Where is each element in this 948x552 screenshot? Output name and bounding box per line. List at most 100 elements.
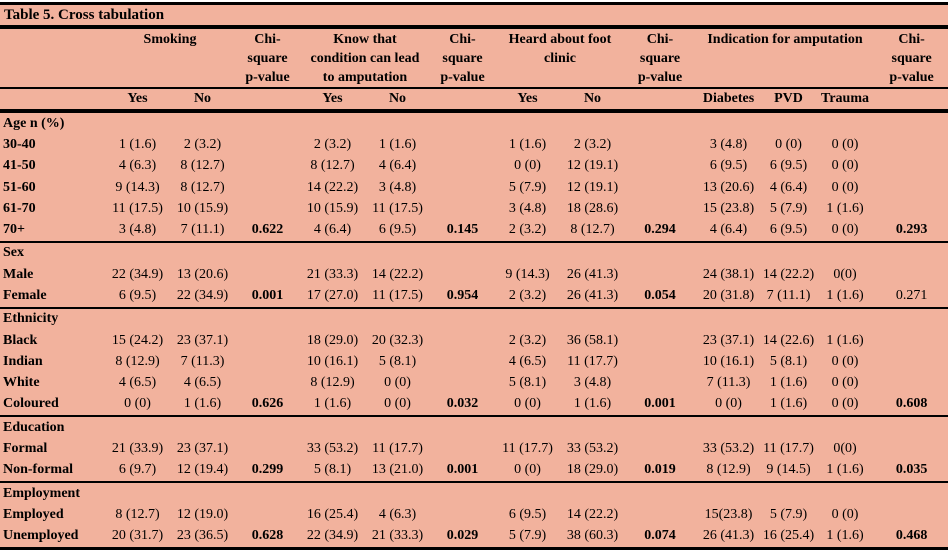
count-cell: 11 (17.7) bbox=[763, 440, 814, 456]
count-cell: 4 (6.4) bbox=[300, 219, 365, 243]
row-label: Coloured bbox=[0, 393, 105, 418]
count-cell: 0 (0) bbox=[495, 459, 560, 483]
count-cell: 5 (7.9) bbox=[495, 525, 560, 550]
section-label: Employment bbox=[3, 485, 80, 501]
pvalue-cell bbox=[625, 198, 695, 219]
pvalue-cell bbox=[430, 372, 495, 393]
count-cell: 8 (12.7) bbox=[115, 506, 160, 522]
pvalue-cell: 0.626 bbox=[235, 393, 300, 418]
pvalue-cell: 0.622 bbox=[235, 219, 300, 243]
count-cell: 2 (3.2) bbox=[183, 136, 222, 152]
pvalue-cell: 0.054 bbox=[625, 285, 695, 309]
table-title-row: Table 5. Cross tabulation bbox=[0, 2, 948, 29]
pvalue-cell: 0.001 bbox=[235, 285, 300, 309]
count-cell: 1 (1.6) bbox=[826, 200, 864, 216]
pvalue-cell bbox=[625, 264, 695, 285]
count-cell: 7 (11.3) bbox=[706, 375, 751, 391]
count-cell: 5 (7.9) bbox=[508, 179, 547, 195]
count-cell: 8 (12.9) bbox=[695, 459, 762, 483]
section-label: Ethnicity bbox=[3, 311, 59, 327]
row-label: Employed bbox=[3, 506, 64, 522]
count-cell: 8 (12.7) bbox=[560, 219, 625, 243]
table-row: 30-40 1 (1.6) 2 (3.2) 2 (3.2) 1 (1.6) 1 (1.6)… bbox=[0, 134, 948, 155]
table-body: Age n (%) 30-40 1 (1.6) 2 (3.2) 2 (3.2) 1 (1.… bbox=[0, 111, 948, 550]
count-cell: 23 (37.1) bbox=[702, 332, 755, 348]
pvalue-cell bbox=[235, 438, 300, 459]
count-cell: 1 (1.6) bbox=[815, 285, 875, 309]
pvalue-cell bbox=[235, 156, 300, 177]
count-cell: 8 (12.9) bbox=[115, 353, 160, 369]
count-cell: 26 (41.3) bbox=[566, 266, 619, 282]
pvalue-cell bbox=[430, 198, 495, 219]
count-cell: 0 (0) bbox=[815, 393, 875, 418]
row-label: Unemployed bbox=[0, 525, 105, 550]
count-cell: 21 (33.9) bbox=[111, 440, 164, 456]
count-cell: 6 (9.5) bbox=[105, 285, 170, 309]
row-label: Black bbox=[3, 332, 38, 348]
count-cell: 0(0) bbox=[833, 440, 857, 456]
pvalue-cell bbox=[235, 134, 300, 155]
count-cell: 2 (3.2) bbox=[495, 285, 560, 309]
pvalue-cell bbox=[430, 264, 495, 285]
header-chi-square-1: Chi- square p-value bbox=[235, 27, 300, 89]
table-row: Coloured 0 (0) 1 (1.6) 0.626 1 (1.6) 0 (0) 0.0… bbox=[0, 393, 948, 418]
count-cell: 4 (6.4) bbox=[769, 179, 808, 195]
count-cell: 12 (19.0) bbox=[176, 506, 229, 522]
count-cell: 17 (27.0) bbox=[300, 285, 365, 309]
table-row: 70+ 3 (4.8) 7 (11.1) 0.622 4 (6.4) 6 (9.5) 0.1… bbox=[0, 219, 948, 243]
count-cell: 0 (0) bbox=[775, 136, 802, 152]
pvalue-cell bbox=[875, 351, 948, 372]
count-cell: 5 (8.1) bbox=[508, 375, 547, 391]
section-header-row: Employment bbox=[0, 482, 948, 504]
pvalue-cell bbox=[875, 134, 948, 155]
section-label: Age n (%) bbox=[3, 115, 65, 131]
pvalue-cell: 0.001 bbox=[625, 393, 695, 418]
count-cell: 0 (0) bbox=[365, 393, 430, 418]
row-label: 61-70 bbox=[3, 200, 36, 216]
pvalue-cell bbox=[625, 156, 695, 177]
count-cell: 9 (14.3) bbox=[115, 179, 160, 195]
pvalue-cell bbox=[235, 504, 300, 525]
count-cell: 33 (53.2) bbox=[306, 440, 359, 456]
pvalue-cell bbox=[235, 198, 300, 219]
subheader-heard-yes: Yes bbox=[495, 88, 560, 113]
count-cell: 22 (34.9) bbox=[170, 285, 235, 309]
pvalue-cell bbox=[235, 330, 300, 351]
subheader-spacer-1 bbox=[235, 88, 300, 113]
count-cell: 5 (7.9) bbox=[769, 200, 808, 216]
pvalue-cell: 0.035 bbox=[875, 459, 948, 483]
subheader-spacer-4 bbox=[875, 88, 948, 113]
header-smoking: Smoking bbox=[105, 27, 235, 89]
count-cell: 11 (17.5) bbox=[365, 285, 430, 309]
count-cell: 16 (25.4) bbox=[762, 525, 815, 550]
count-cell: 1 (1.6) bbox=[300, 393, 365, 418]
count-cell: 11 (17.7) bbox=[502, 440, 553, 456]
count-cell: 10 (15.9) bbox=[176, 200, 229, 216]
count-cell: 22 (34.9) bbox=[111, 266, 164, 282]
count-cell: 5 (8.1) bbox=[300, 459, 365, 483]
row-label: 41-50 bbox=[3, 158, 36, 174]
section-label: Education bbox=[3, 419, 65, 435]
count-cell: 38 (60.3) bbox=[560, 525, 625, 550]
count-cell: 15 (23.8) bbox=[702, 200, 755, 216]
pvalue-cell: 0.001 bbox=[430, 459, 495, 483]
count-cell: 18 (28.6) bbox=[566, 200, 619, 216]
table-row: Unemployed 20 (31.7) 23 (36.5) 0.628 22 (34.… bbox=[0, 525, 948, 550]
count-cell: 22 (34.9) bbox=[300, 525, 365, 550]
header-indication-amputation: Indication for amputation bbox=[695, 27, 875, 89]
pvalue-cell: 0.468 bbox=[875, 525, 948, 550]
count-cell: 6 (9.5) bbox=[762, 219, 815, 243]
subheader-smoking-no: No bbox=[170, 88, 235, 113]
sub-header-row: Yes No Yes No Yes No Diabetes PVD Trauma bbox=[0, 88, 948, 113]
pvalue-cell: 0.293 bbox=[875, 219, 948, 243]
pvalue-cell: 0.032 bbox=[430, 393, 495, 418]
subheader-spacer-3 bbox=[625, 88, 695, 113]
count-cell: 5 (8.1) bbox=[378, 353, 417, 369]
count-cell: 0 (0) bbox=[831, 179, 859, 195]
section-label: Sex bbox=[3, 245, 24, 261]
pvalue-cell bbox=[875, 177, 948, 198]
count-cell: 2 (3.2) bbox=[508, 332, 547, 348]
count-cell: 0(0) bbox=[833, 266, 857, 282]
count-cell: 18 (29.0) bbox=[306, 332, 359, 348]
